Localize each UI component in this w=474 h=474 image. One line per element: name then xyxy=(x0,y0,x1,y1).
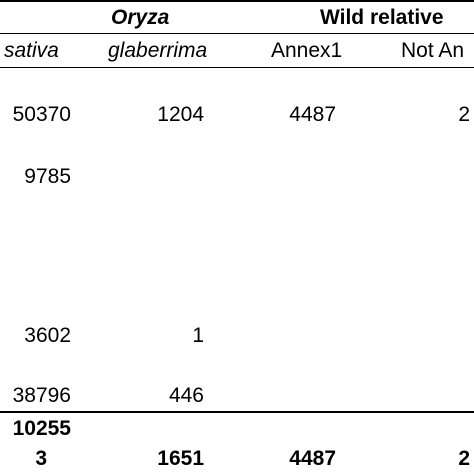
column-header-glaberrima: glaberrima xyxy=(108,39,208,62)
table-cell-not-annex: 2 xyxy=(458,103,470,126)
column-header-rule xyxy=(0,67,474,68)
total-cell-not-annex: 2 xyxy=(458,447,470,470)
total-cell-sativa-line2: 3 xyxy=(35,447,47,470)
group-header-oryza: Oryza xyxy=(111,6,170,29)
table-cell-annex1: 4487 xyxy=(289,103,336,126)
table-cell-sativa: 38796 xyxy=(12,384,71,407)
total-cell-sativa-line1: 10255 xyxy=(12,417,71,440)
column-header-sativa: sativa xyxy=(4,39,59,62)
table-cell-glaberrima: 446 xyxy=(168,384,204,407)
header-top-rule xyxy=(0,0,474,2)
table-cell-glaberrima: 1 xyxy=(192,324,204,347)
column-header-annex1: Annex1 xyxy=(271,39,343,62)
total-top-rule xyxy=(0,411,474,413)
total-cell-annex1: 4487 xyxy=(289,447,336,470)
table-cell-glaberrima: 1204 xyxy=(157,103,204,126)
group-header-rule xyxy=(0,33,474,34)
table-cell-sativa: 3602 xyxy=(24,324,71,347)
column-header-not-annex: Not An xyxy=(401,39,465,62)
table-cell-sativa: 9785 xyxy=(24,165,71,188)
total-cell-glaberrima: 1651 xyxy=(157,447,204,470)
table-cell-sativa: 50370 xyxy=(12,103,71,126)
group-header-wild-relative: Wild relative xyxy=(320,6,444,29)
